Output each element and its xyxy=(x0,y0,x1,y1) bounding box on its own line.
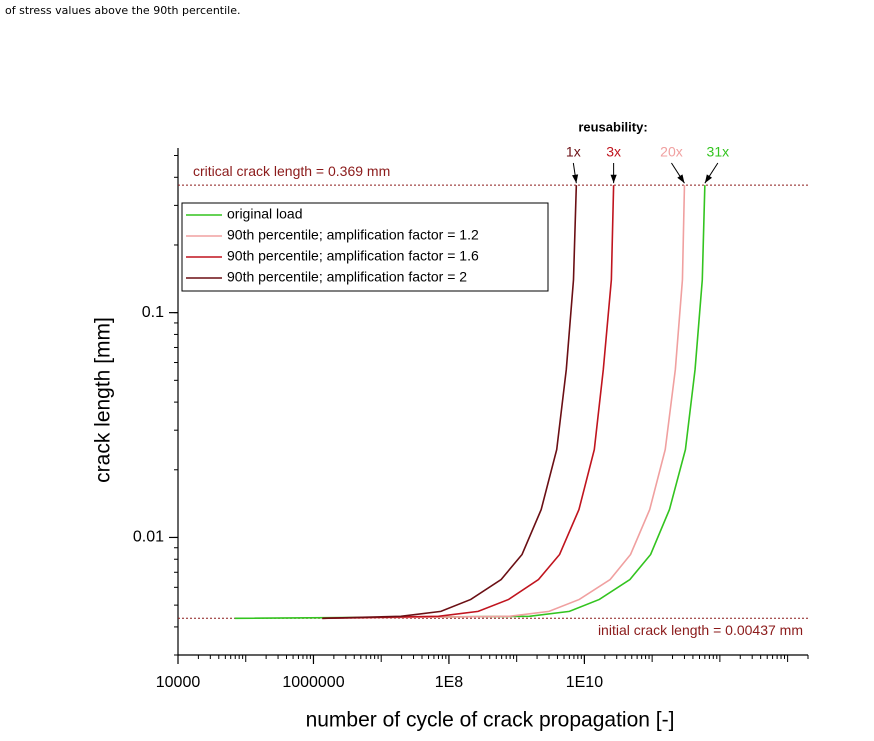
annotation-label: 20x xyxy=(660,144,683,160)
x-tick-label: 1E8 xyxy=(435,674,464,691)
arrow-head xyxy=(704,174,713,184)
legend-label: 90th percentile; amplification factor = … xyxy=(227,227,479,243)
legend-label: original load xyxy=(227,206,303,222)
line xyxy=(322,185,686,620)
y-tick-label: 0.01 xyxy=(133,529,164,546)
annotation-label: 1x xyxy=(566,144,581,160)
annotation-label: 3x xyxy=(606,144,621,160)
reference-label: initial crack length = 0.00437 mm xyxy=(598,622,803,638)
legend-box xyxy=(181,202,549,292)
y-axis-label: crack length [mm] xyxy=(92,317,115,483)
x-tick-label: 10000 xyxy=(156,674,201,691)
x-axis-label: number of cycle of crack propagation [-] xyxy=(306,709,675,732)
annotation-label: 31x xyxy=(707,144,730,160)
x-tick-label: 1000000 xyxy=(282,674,344,691)
line xyxy=(322,185,615,620)
reference-label: critical crack length = 0.369 mm xyxy=(193,163,390,179)
legend-label: 90th percentile; amplification factor = … xyxy=(227,248,479,264)
legend-label: 90th percentile; amplification factor = … xyxy=(227,269,467,285)
arrow-head xyxy=(572,174,579,184)
line xyxy=(322,185,578,620)
arrow-head xyxy=(610,174,617,184)
arrow-head xyxy=(677,174,685,184)
line xyxy=(234,185,706,620)
caption: of stress values above the 90th percenti… xyxy=(5,4,241,17)
x-tick-label: 1E10 xyxy=(566,674,603,691)
annotation-title: reusability: xyxy=(578,119,647,134)
y-tick-label: 0.1 xyxy=(142,304,164,321)
